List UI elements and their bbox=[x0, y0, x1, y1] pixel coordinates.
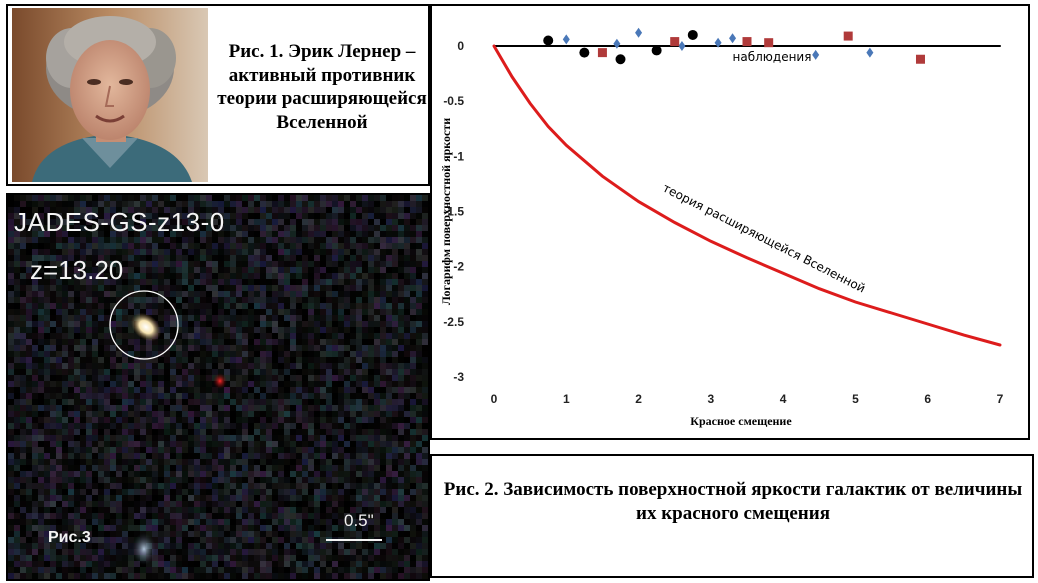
galaxy-name-label: JADES-GS-z13-0 bbox=[14, 207, 225, 237]
figure-1-caption: Рис. 1. Эрик Лернер – активный противник… bbox=[217, 41, 427, 133]
observations-annotation: наблюдения bbox=[733, 50, 812, 64]
red-source-blob bbox=[213, 373, 227, 389]
figure-3-panel: JADES-GS-z13-0 z=13.20 Рис.3 0.5" bbox=[6, 193, 430, 581]
theory-curve bbox=[492, 44, 1002, 347]
data-point-square bbox=[597, 48, 607, 58]
data-point-diamond bbox=[729, 33, 737, 44]
data-point-diamond bbox=[562, 34, 570, 45]
x-tick-label: 2 bbox=[635, 392, 642, 406]
y-tick-label: -2 bbox=[453, 260, 464, 274]
data-point-diamond bbox=[613, 38, 621, 49]
y-tick-label: -0.5 bbox=[443, 94, 464, 108]
scale-bar-label: 0.5" bbox=[344, 511, 374, 530]
figure-1-panel: Рис. 1. Эрик Лернер – активный противник… bbox=[6, 4, 430, 186]
x-tick-label: 1 bbox=[563, 392, 570, 406]
data-point-circle bbox=[651, 45, 662, 56]
data-point-circle bbox=[615, 54, 626, 65]
y-tick-label: -3 bbox=[453, 370, 464, 384]
redshift-label: z=13.20 bbox=[30, 255, 124, 285]
y-tick-label: -1 bbox=[453, 149, 464, 163]
faint-source-blob bbox=[132, 533, 156, 565]
y-tick-label: 0 bbox=[457, 39, 464, 53]
x-axis-label: Красное смещение bbox=[690, 414, 792, 428]
x-tick-label: 0 bbox=[491, 392, 498, 406]
x-tick-label: 7 bbox=[997, 392, 1004, 406]
theory-annotation: теория расширяющейся Вселенной bbox=[660, 181, 867, 296]
data-point-square bbox=[742, 37, 752, 47]
x-tick-label: 5 bbox=[852, 392, 859, 406]
y-axis-label: Логарифм поверхностной яркости bbox=[439, 118, 453, 305]
galaxy-target-blob bbox=[130, 312, 162, 342]
data-point-diamond bbox=[812, 49, 820, 60]
x-tick-label: 4 bbox=[780, 392, 787, 406]
data-point-diamond bbox=[635, 27, 643, 38]
portrait-photo-icon bbox=[12, 8, 208, 182]
data-point-square bbox=[764, 38, 774, 48]
data-point-diamond bbox=[714, 37, 722, 48]
data-point-circle bbox=[687, 29, 698, 40]
data-point-diamond bbox=[866, 47, 874, 58]
data-point-square bbox=[670, 37, 680, 47]
data-point-square bbox=[915, 54, 925, 64]
figure-2-caption: Рис. 2. Зависимость поверхностной яркост… bbox=[443, 479, 1023, 524]
galaxy-target-circle bbox=[109, 290, 179, 360]
surface-brightness-chart: 0 -0.5 -1 -1.5 -2 -2.5 -3 0 1 2 3 4 5 6 7 Красное смещ… bbox=[439, 27, 1004, 428]
data-point-diamond bbox=[678, 41, 686, 51]
data-point-circle bbox=[579, 47, 590, 58]
y-tick-label: -1.5 bbox=[443, 205, 464, 219]
y-tick-label: -2.5 bbox=[443, 315, 464, 329]
figure-3-label: Рис.3 bbox=[48, 529, 91, 546]
figure-2-caption-panel: Рис. 2. Зависимость поверхностной яркост… bbox=[430, 454, 1034, 578]
galaxy-image bbox=[8, 195, 428, 579]
data-point-circle bbox=[543, 35, 554, 46]
x-tick-label: 3 bbox=[708, 392, 715, 406]
x-tick-label: 6 bbox=[924, 392, 931, 406]
scale-bar bbox=[326, 539, 382, 541]
data-point-square bbox=[843, 31, 853, 41]
figure-2-chart-panel: 0 -0.5 -1 -1.5 -2 -2.5 -3 0 1 2 3 4 5 6 7 Красное смещ… bbox=[430, 4, 1030, 440]
